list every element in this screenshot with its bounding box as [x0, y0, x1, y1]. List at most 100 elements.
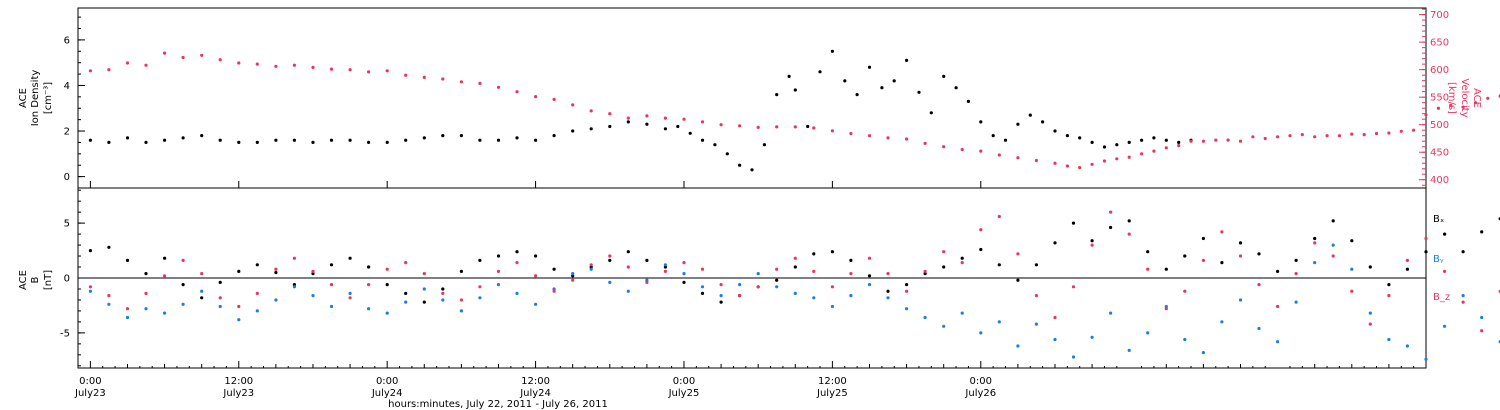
- by-point: [496, 283, 501, 287]
- by-point: [923, 315, 927, 320]
- velocity-point: [552, 97, 556, 101]
- by-point: [645, 278, 649, 282]
- by-point: [1480, 315, 1484, 320]
- bz-point: [1461, 300, 1465, 304]
- bx-point: [626, 250, 630, 254]
- bx-point: [942, 265, 946, 269]
- by-point: [942, 324, 946, 328]
- bx-point: [237, 269, 241, 273]
- bz-point: [626, 265, 630, 269]
- bz-point: [1276, 304, 1280, 309]
- bz-point: [905, 289, 909, 293]
- by-point: [793, 291, 797, 295]
- time-tick-label: 0:00: [376, 376, 398, 387]
- by-point: [1387, 337, 1391, 342]
- bz-point: [1257, 283, 1261, 287]
- velocity-tick-label: 550: [1430, 93, 1449, 104]
- bz-point: [1368, 322, 1372, 326]
- bz-point: [756, 285, 760, 289]
- field-tick-label: 5: [64, 219, 70, 230]
- velocity-point: [608, 112, 612, 116]
- velocity-point: [1102, 159, 1107, 163]
- velocity-point: [1251, 135, 1255, 139]
- density-velocity-panel: 0 2 4 6 400 450 500 550 600 650 700 ACE Ion Densi…: [18, 7, 1500, 189]
- by-point: [1368, 311, 1372, 315]
- velocity-point: [756, 125, 760, 129]
- velocity-point: [441, 77, 445, 81]
- density-point: [237, 140, 241, 144]
- bz-point: [1109, 210, 1113, 214]
- bz-point: [422, 272, 426, 276]
- density-point: [676, 124, 680, 129]
- velocity-point: [144, 63, 148, 67]
- bx-point: [849, 258, 853, 262]
- velocity-point: [1461, 105, 1465, 109]
- velocity-point: [1016, 156, 1020, 160]
- density-point: [534, 138, 538, 142]
- density-point: [441, 134, 445, 138]
- bz-point: [571, 278, 575, 282]
- by-point: [1016, 344, 1020, 348]
- velocity-point: [1226, 138, 1230, 142]
- density-point: [905, 58, 909, 63]
- bx-point: [793, 265, 797, 269]
- by-point: [1443, 324, 1447, 328]
- velocity-tick-label: 400: [1430, 175, 1449, 186]
- density-point: [88, 138, 92, 142]
- bx-point: [163, 256, 167, 260]
- time-axis-ticks: 0:00July2312:00July230:00July2412:00July…: [74, 181, 1415, 399]
- velocity-point: [107, 68, 111, 72]
- by-point: [867, 283, 872, 287]
- density-point: [991, 134, 995, 138]
- field-axis-label-line3: [nT]: [43, 270, 54, 290]
- bx-point: [830, 250, 835, 254]
- bx-point: [1071, 221, 1076, 225]
- velocity-point: [478, 81, 482, 85]
- density-point: [843, 79, 847, 83]
- bx-point: [218, 280, 222, 284]
- velocity-point: [849, 131, 853, 136]
- bz-point: [812, 269, 816, 273]
- velocity-point: [719, 123, 723, 127]
- bx-point: [1331, 219, 1335, 223]
- bz-point: [1127, 232, 1131, 236]
- bz-point: [311, 269, 315, 273]
- density-axis-label-line1: ACE: [18, 88, 29, 108]
- by-point: [385, 311, 389, 315]
- by-point: [626, 289, 630, 293]
- velocity-point: [1313, 135, 1317, 139]
- top-panel-frame: [77, 7, 1427, 189]
- velocity-point: [1065, 164, 1069, 168]
- density-point: [571, 129, 575, 133]
- by-point: [1034, 322, 1038, 326]
- bz-point: [459, 298, 463, 302]
- by-point: [812, 296, 816, 300]
- bz-point: [200, 272, 204, 276]
- velocity-point: [1140, 152, 1144, 156]
- by-point: [163, 311, 167, 315]
- bz-point: [1331, 254, 1335, 258]
- bx-point: [1090, 239, 1094, 243]
- velocity-point: [181, 55, 185, 60]
- by-point: [218, 304, 222, 309]
- bx-point: [1480, 230, 1484, 234]
- by-point: [589, 267, 593, 271]
- velocity-point: [237, 61, 241, 65]
- bx-point: [255, 263, 259, 267]
- velocity-point: [1177, 144, 1181, 148]
- bz-point: [1424, 236, 1428, 241]
- by-point: [422, 287, 426, 291]
- density-point: [830, 49, 835, 53]
- bz-point: [404, 261, 408, 265]
- by-point: [125, 315, 130, 320]
- bx-point: [571, 274, 575, 278]
- bx-point: [1405, 267, 1409, 271]
- bz-point: [181, 258, 185, 262]
- velocity-point: [682, 117, 686, 121]
- bx-point: [107, 245, 111, 249]
- velocity-point: [367, 70, 371, 74]
- velocity-point: [1337, 134, 1341, 138]
- velocity-point: [1288, 134, 1292, 138]
- bx-point: [311, 272, 315, 276]
- by-point: [107, 302, 111, 306]
